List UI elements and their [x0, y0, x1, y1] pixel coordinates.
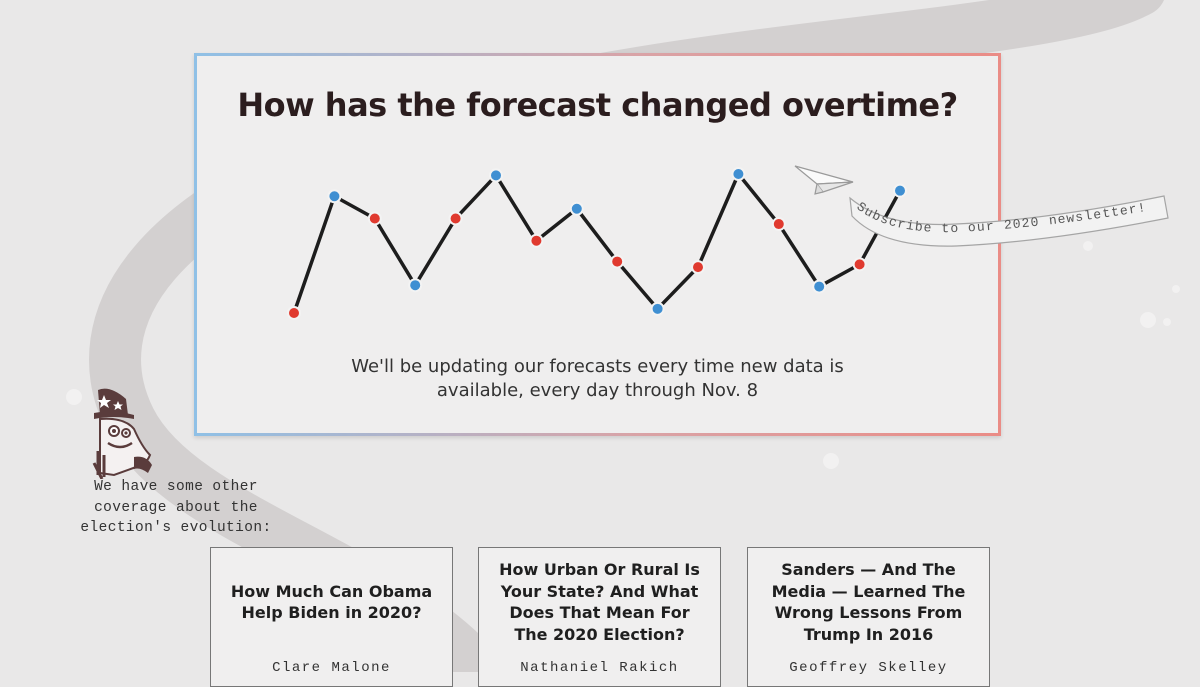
article-title[interactable]: Sanders — And The Media — Learned The Wr…	[771, 560, 966, 644]
chart-point	[610, 254, 625, 269]
chart-segment	[696, 172, 741, 269]
article-title[interactable]: How Much Can Obama Help Biden in 2020?	[230, 581, 433, 623]
background-swoosh	[89, 0, 1164, 672]
chart-segment	[413, 216, 458, 287]
chart-point	[367, 211, 382, 226]
newsletter-banner[interactable]: Subscribe to our 2020 newsletter!	[846, 190, 1176, 250]
chart-segment	[292, 194, 337, 315]
article-author: Geoffrey Skelley	[789, 660, 948, 676]
chart-point	[691, 260, 705, 275]
mascot-icon	[92, 388, 152, 479]
background-dot	[1163, 318, 1171, 326]
chart-segment	[736, 172, 781, 226]
chart-segment	[777, 222, 821, 289]
forecast-panel: How has the forecast changed overtime? W…	[194, 53, 1001, 436]
chart-segment	[655, 265, 700, 311]
background-dot	[66, 389, 82, 405]
background-dot	[823, 453, 839, 469]
article-card[interactable]: How Much Can Obama Help Biden in 2020? C…	[210, 547, 453, 687]
article-author: Nathaniel Rakich	[520, 660, 679, 676]
chart-point	[489, 168, 503, 183]
chart-point	[529, 233, 544, 248]
newsletter-banner-label[interactable]: Subscribe to our 2020 newsletter!	[854, 199, 1148, 236]
chart-segment	[453, 173, 498, 221]
forecast-title: How has the forecast changed overtime?	[237, 86, 958, 124]
background-dot	[1172, 285, 1180, 293]
article-card[interactable]: Sanders — And The Media — Learned The Wr…	[747, 547, 990, 687]
chart-segment	[534, 207, 579, 243]
chart-segment	[575, 207, 619, 264]
coverage-intro: We have some other coverage about the el…	[80, 479, 272, 536]
chart-segment	[615, 259, 660, 311]
background-dot	[1140, 312, 1156, 328]
paper-plane-icon	[794, 165, 854, 195]
chart-point	[893, 183, 907, 198]
chart-point	[731, 167, 746, 181]
chart-point	[287, 306, 301, 320]
forecast-line-chart	[287, 167, 907, 320]
chart-point	[852, 257, 867, 272]
article-author: Clare Malone	[272, 660, 391, 676]
chart-point	[448, 211, 463, 226]
chart-point	[812, 279, 827, 294]
chart-point	[327, 189, 342, 204]
chart-point	[408, 278, 423, 293]
chart-point	[771, 217, 786, 232]
chart-segment	[494, 173, 539, 243]
article-card[interactable]: How Urban Or Rural Is Your State? And Wh…	[478, 547, 721, 687]
chart-point	[650, 301, 665, 316]
chart-point	[569, 201, 584, 216]
chart-segment	[373, 216, 417, 287]
background-dot	[1083, 241, 1093, 251]
chart-segment	[332, 194, 377, 221]
forecast-description: We'll be updating our forecasts every ti…	[351, 356, 844, 401]
chart-segment	[817, 262, 862, 289]
article-title[interactable]: How Urban Or Rural Is Your State? And Wh…	[499, 560, 700, 644]
